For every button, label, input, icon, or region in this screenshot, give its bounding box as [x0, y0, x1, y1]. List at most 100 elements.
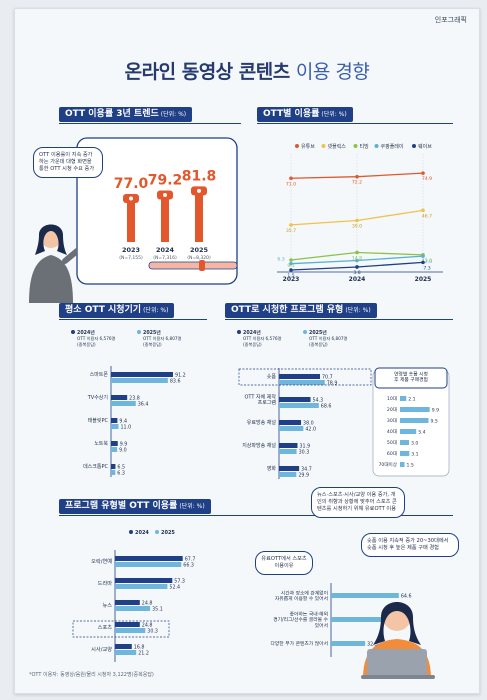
- bar: [115, 628, 146, 633]
- legend-label: 2025: [161, 530, 175, 536]
- bar-value-label: 6.5: [117, 464, 125, 470]
- age-value-label: 9.9: [432, 407, 439, 413]
- series-point: [289, 223, 293, 227]
- speech-bubble-paid: 유료OTT에서 스포츠 이용이유: [255, 551, 313, 575]
- bar-value-label: 52.4: [169, 584, 180, 590]
- trend-value-label: 79.2: [148, 172, 183, 188]
- bar: [111, 378, 168, 383]
- legend-label: 넷플릭스: [328, 143, 347, 150]
- age-label: 30대: [387, 417, 397, 424]
- category-label: 태블릿PC: [88, 417, 109, 424]
- age-value-label: 5.4: [418, 429, 425, 435]
- trend-bar: [195, 190, 203, 242]
- speech-bubble-ott: OTT 이용률이 지속 증가하는 가운데 대형 화면을 통한 OTT 시청 수요…: [33, 147, 103, 178]
- category-label: TV수상기: [87, 394, 108, 401]
- bar-value-label: 29.9: [298, 472, 309, 478]
- bar-value-label: 36.4: [138, 401, 149, 407]
- bar: [111, 395, 128, 400]
- section-title-program: OTT로 시청한 프로그램 유형 (단위: %): [225, 303, 377, 318]
- legend-swatch: [155, 530, 159, 534]
- age-bar: [400, 396, 407, 401]
- series-point: [355, 258, 359, 263]
- series-point: [289, 268, 293, 272]
- trend-x-label: 2025: [190, 246, 209, 254]
- legend-swatch: [412, 144, 416, 148]
- legend-note: (중복응답): [77, 341, 96, 348]
- series-point: [421, 260, 425, 265]
- bar: [279, 466, 300, 471]
- series-point: [289, 261, 293, 266]
- bar-value-label: 30.3: [147, 628, 158, 634]
- page-title: 온라인 동영상 콘텐츠 이용 경향: [15, 57, 479, 84]
- bar: [279, 397, 311, 402]
- bar-value-label: 83.6: [170, 378, 181, 384]
- age-chart-title: 연령별 숏폼 시청 후 제품 구매경험: [394, 370, 428, 383]
- bar-value-label: 68.6: [321, 403, 332, 409]
- age-bar: [400, 440, 409, 445]
- trend-x-sublabel: (N=7,316): [153, 255, 177, 261]
- series-point: [355, 218, 359, 223]
- byott-chart: 유튜브 넷플릭스 티빙 쿠팡플레이 웨이브 2023 2024 2025 71.0 72.2 74…: [277, 143, 443, 283]
- category-label: 유료방송 채널: [247, 419, 277, 426]
- title-thin: 이용 경향: [295, 61, 370, 83]
- device-panel: [59, 319, 207, 480]
- byott-panel: [257, 123, 453, 288]
- section-title-trend: OTT 이용률 3년 트렌드 (단위: %): [59, 107, 193, 122]
- legend-note: (중복응답): [143, 341, 162, 348]
- title-bold: 온라인 동영상 콘텐츠: [124, 61, 291, 83]
- bar-value-label: 9.4: [119, 418, 127, 424]
- age-label: 50대: [387, 439, 397, 446]
- bar: [279, 426, 304, 431]
- speech-bubble-top: 뉴스·스포츠·시사/교양 이용 증가, 개인의 취향과 상황에 맞추어 스포츠 …: [311, 487, 405, 518]
- reason-label: 다양한 부가 콘텐츠가 많아서: [270, 640, 328, 647]
- age-bar: [400, 429, 417, 434]
- series-point: [289, 176, 293, 181]
- age-value-label: 3.1: [411, 451, 418, 457]
- series-point: [289, 258, 293, 262]
- legend-sub: OTT 이용자 6,807명: [143, 335, 182, 342]
- bar: [279, 380, 325, 385]
- bar-value-label: 42.0: [305, 426, 316, 432]
- bar-value-label: 91.2: [175, 372, 186, 378]
- bar: [111, 470, 116, 475]
- legend-swatch: [237, 330, 241, 334]
- bar-value-label: 67.7: [185, 556, 196, 562]
- bar-value-label: 70.7: [322, 374, 333, 380]
- category-label: 데스크톱PC: [83, 463, 108, 470]
- legend-swatch: [321, 144, 326, 148]
- bar: [279, 420, 302, 425]
- bar-value-label: 31.9: [300, 443, 311, 449]
- bar-value-label: 24.8: [142, 600, 153, 606]
- x-tick-label: 2024: [349, 276, 366, 283]
- trend-bar-dot: [129, 196, 133, 201]
- category-label: 스포츠: [98, 624, 113, 631]
- genre-panel: [59, 515, 453, 666]
- legend-label: 2024년: [243, 329, 261, 336]
- bar: [111, 441, 118, 446]
- legend-note: (중복응답): [243, 341, 262, 348]
- section-title-byott: OTT별 이용률 (단위: %): [257, 107, 353, 122]
- bar-value-label: 30.3: [299, 449, 310, 455]
- bar-value-label: 9.0: [119, 447, 127, 453]
- category-label: 노트북: [94, 441, 108, 447]
- section-title-device: 평소 OTT 시청기기 (단위: %): [59, 303, 175, 318]
- x-tick-label: 2023: [283, 276, 300, 283]
- bar: [115, 606, 151, 611]
- bar-value-label: 35.1: [152, 606, 163, 612]
- bar-value-label: 78.9: [327, 380, 338, 386]
- legend-swatch: [353, 144, 358, 148]
- legend-swatch: [303, 330, 307, 334]
- bar: [115, 562, 182, 567]
- trend-bar-dot: [163, 192, 167, 197]
- bar: [115, 600, 140, 605]
- age-label: 10대: [387, 395, 397, 402]
- corner-label: 인포그래픽: [434, 16, 467, 24]
- legend-swatch: [129, 530, 133, 534]
- section-title-genre: 프로그램 유형별 OTT 이용률 (단위: %): [59, 499, 211, 514]
- legend-label: 2025년: [309, 329, 327, 336]
- series-value-label: 35.7: [286, 228, 296, 234]
- highlight-box: [238, 368, 372, 386]
- legend-swatch: [71, 330, 75, 334]
- bar: [115, 650, 137, 655]
- legend-label: 웨이브: [418, 143, 432, 150]
